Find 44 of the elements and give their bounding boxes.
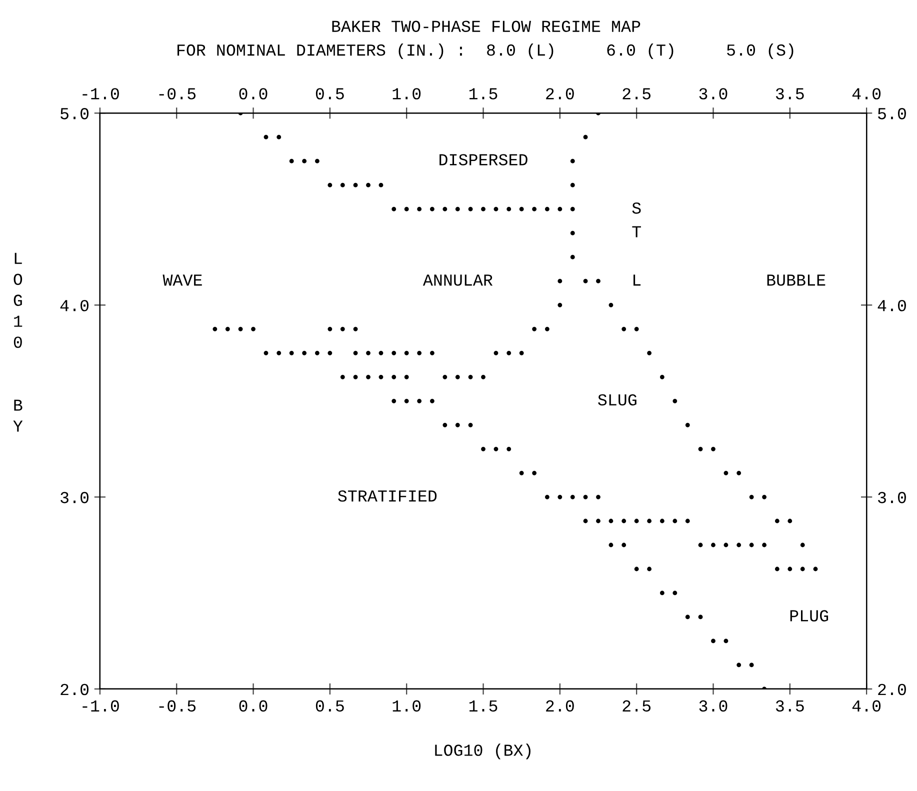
- x-axis-title: LOG10 (BX): [435, 744, 530, 760]
- x-tick-label: -1.0: [82, 700, 119, 712]
- x-tick-label: 1.0: [392, 700, 421, 712]
- x2-tick-label: 0.0: [239, 88, 268, 100]
- annotation: DISPERSED: [440, 154, 528, 166]
- x-tick-label: 2.0: [546, 700, 574, 712]
- y-tick-label: 5.0: [60, 108, 89, 120]
- x2-tick-label: 4.0: [852, 88, 881, 100]
- chart-subtitle: FOR NOMINAL DIAMETERS (IN.) : 8.0 (L) 6.0 (T) 5.0 (S): [178, 44, 794, 60]
- x-tick-label: 3.5: [776, 700, 804, 712]
- x-tick-label: -0.5: [159, 700, 196, 712]
- y-tick-label: 2.0: [60, 684, 89, 696]
- annotation: T: [632, 226, 641, 238]
- x-tick-label: 1.5: [469, 700, 498, 712]
- x2-tick-label: -1.0: [82, 88, 119, 100]
- x2-tick-label: 3.5: [776, 88, 804, 100]
- x-tick-label: 0.5: [316, 700, 344, 712]
- x2-tick-label: -0.5: [159, 88, 196, 100]
- chart-title: BAKER TWO-PHASE FLOW REGIME MAP: [332, 20, 640, 32]
- annotation: WAVE: [162, 274, 202, 286]
- x2-tick-label: 3.0: [699, 88, 728, 100]
- y2-tick-label: 4.0: [878, 300, 906, 312]
- annotation: ANNULAR: [422, 274, 493, 286]
- x2-tick-label: 2.0: [546, 88, 574, 100]
- annotation: SLUG: [598, 394, 636, 406]
- annotation: BUBBLE: [767, 274, 826, 286]
- annotation: PLUG: [790, 610, 828, 622]
- x-tick-label: 4.0: [852, 700, 881, 712]
- y-tick-label: 3.0: [60, 492, 89, 504]
- y2-tick-label: 3.0: [878, 492, 906, 504]
- x2-tick-label: 2.5: [622, 88, 651, 100]
- annotation: S: [632, 202, 641, 214]
- annotation: L: [634, 274, 641, 286]
- x-tick-label: 3.0: [699, 700, 728, 712]
- x2-tick-label: 0.5: [316, 88, 344, 100]
- y2-tick-label: 5.0: [878, 108, 906, 120]
- y2-tick-label: 2.0: [878, 684, 906, 696]
- text: LOG10 BY: [13, 252, 23, 432]
- annotation: STRATIFIED: [338, 490, 437, 502]
- y-tick-label: 4.0: [60, 300, 89, 312]
- x-tick-label: 2.5: [622, 700, 651, 712]
- x2-tick-label: 1.0: [392, 88, 421, 100]
- x-tick-label: 0.0: [239, 700, 268, 712]
- x2-tick-label: 1.5: [469, 88, 498, 100]
